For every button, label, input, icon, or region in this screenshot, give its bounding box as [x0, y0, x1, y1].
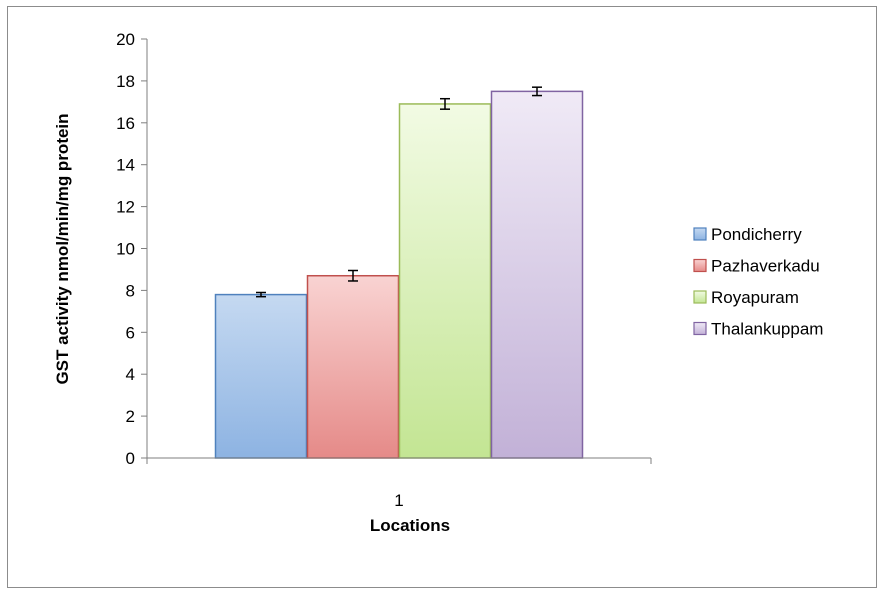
- error-bar-pazhaverkadu: [348, 269, 358, 282]
- error-bar-pondicherry: [256, 291, 266, 298]
- y-tick-label: 0: [126, 449, 135, 468]
- legend: Pondicherry Pazhaverkadu Royapuram Thalanku…: [693, 225, 823, 339]
- legend-swatch: [693, 227, 707, 241]
- legend-label: Pazhaverkadu: [711, 257, 820, 276]
- bar-pondicherry: [214, 293, 308, 459]
- y-tick-label: 10: [116, 240, 135, 259]
- bar-pazhaverkadu: [306, 274, 400, 459]
- y-tick-label: 12: [116, 198, 135, 217]
- y-axis-title: GST activity nmol/min/mg protein: [53, 113, 72, 384]
- y-tick-label: 16: [116, 114, 135, 133]
- y-tick-label: 2: [126, 407, 135, 426]
- legend-item-thalankuppam: Thalankuppam: [693, 320, 823, 339]
- bar-thalankuppam: [490, 90, 584, 459]
- legend-item-royapuram: Royapuram: [693, 288, 799, 307]
- legend-label: Thalankuppam: [711, 320, 823, 339]
- error-bar-thalankuppam: [532, 86, 542, 97]
- y-tick-label: 18: [116, 72, 135, 91]
- legend-swatch: [693, 321, 707, 336]
- y-ticks: 0 2 4 6 8 10 12 14 16 18 20: [116, 30, 147, 468]
- y-tick-label: 6: [126, 323, 135, 342]
- legend-swatch: [693, 258, 707, 273]
- x-tick-label: 1: [394, 491, 403, 510]
- legend-label: Royapuram: [711, 288, 799, 307]
- bars-layer: [214, 90, 584, 459]
- y-tick-label: 8: [126, 281, 135, 300]
- error-bar-royapuram: [440, 97, 450, 110]
- x-ticks: 1: [146, 458, 652, 510]
- y-tick-label: 20: [116, 30, 135, 49]
- legend-label: Pondicherry: [711, 225, 802, 244]
- error-bars-layer: [256, 86, 542, 298]
- legend-swatch: [693, 290, 707, 304]
- bar-royapuram: [398, 103, 492, 459]
- legend-item-pazhaverkadu: Pazhaverkadu: [693, 257, 820, 276]
- y-tick-label: 4: [126, 365, 135, 384]
- x-axis-title: Locations: [370, 516, 450, 535]
- legend-item-pondicherry: Pondicherry: [693, 225, 802, 244]
- y-tick-label: 14: [116, 156, 135, 175]
